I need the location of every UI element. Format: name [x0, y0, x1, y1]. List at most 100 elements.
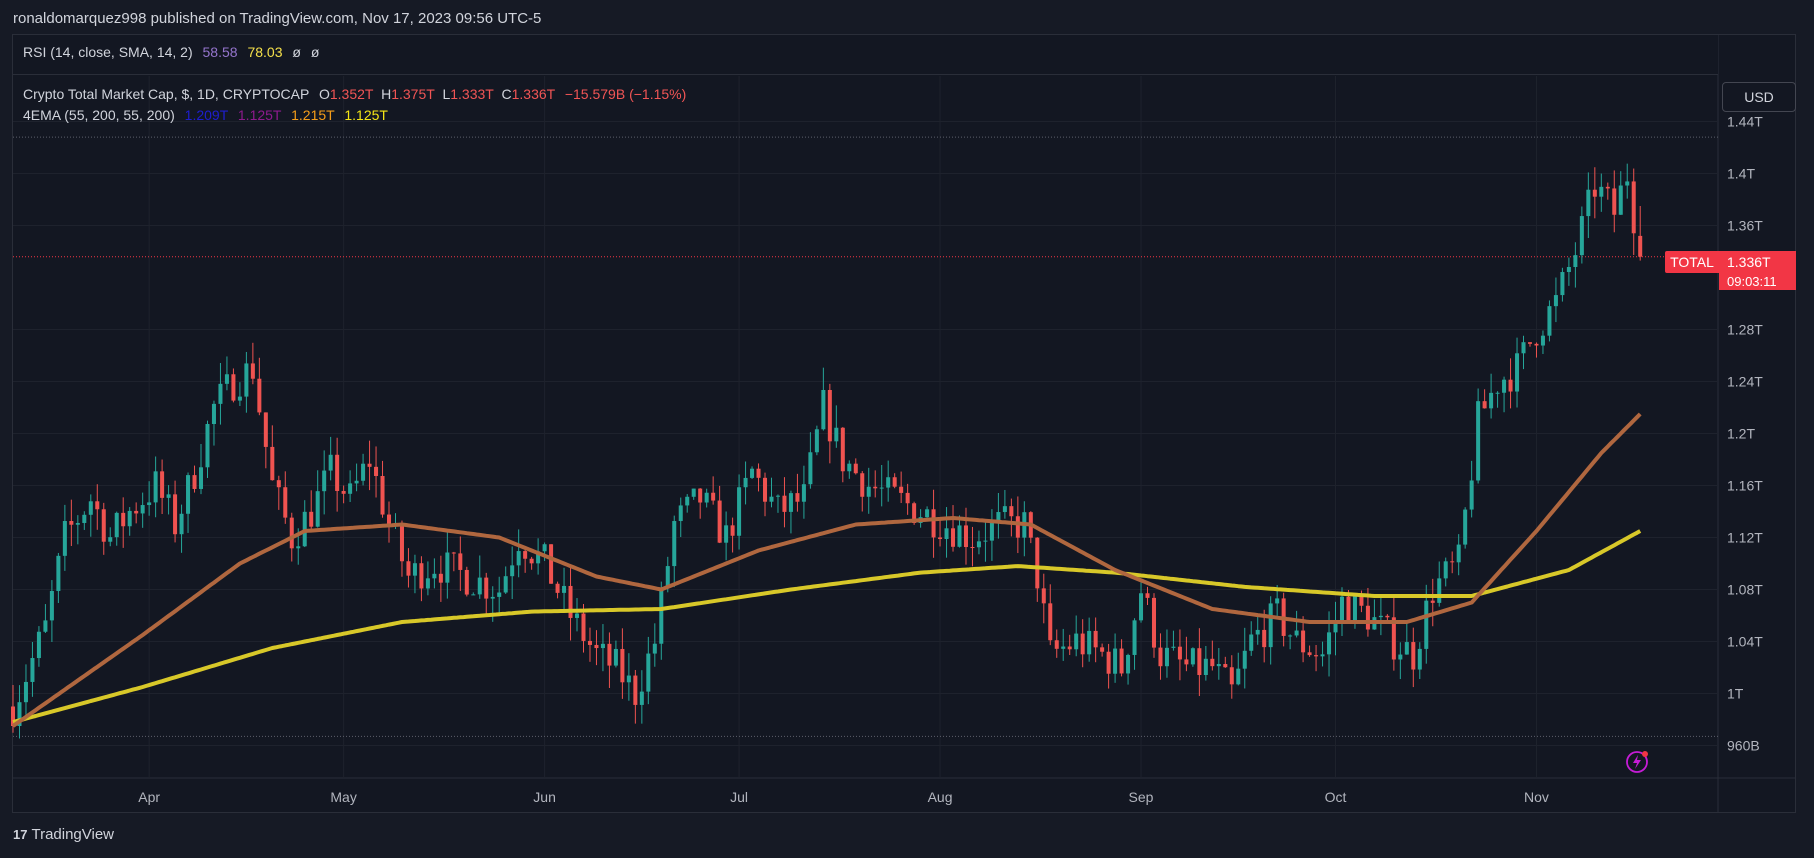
candle-body: [847, 463, 852, 472]
candle: [750, 466, 755, 479]
candle-body: [477, 577, 482, 595]
candle: [600, 624, 605, 672]
candle-body: [1560, 272, 1565, 296]
ema-lines: [11, 412, 1642, 728]
candle: [1527, 342, 1533, 347]
candle-body: [438, 573, 443, 583]
candle-body: [814, 429, 819, 453]
candle-body: [782, 495, 787, 512]
candle-body: [1333, 621, 1338, 633]
candle-body: [957, 525, 962, 547]
candle: [218, 362, 223, 425]
candle: [95, 484, 100, 530]
price-axis: 1.44T 1.4T 1.36T 1.28T 1.24T 1.2T 1.16T 1.12T 1.…: [1727, 114, 1763, 754]
candle: [309, 490, 314, 530]
candle: [173, 480, 178, 543]
candle-body: [1456, 544, 1461, 563]
candle: [1061, 628, 1066, 661]
candle: [730, 517, 735, 553]
candle-body: [1314, 655, 1319, 657]
candle-body: [348, 483, 353, 494]
x-tick-label: Jun: [533, 789, 556, 805]
tradingview-brand[interactable]: 17 TradingView: [13, 826, 114, 843]
candle-body: [250, 363, 255, 379]
candle-body: [1048, 603, 1053, 641]
candle: [1430, 578, 1435, 627]
candle-body: [678, 505, 683, 522]
candle: [1262, 609, 1267, 663]
candle-body: [1573, 255, 1578, 268]
candle-body: [1469, 480, 1474, 510]
candle-body: [1320, 654, 1325, 657]
candle: [140, 492, 145, 528]
candle-body: [542, 544, 547, 552]
candle-body: [1307, 652, 1312, 656]
candle: [1009, 498, 1014, 537]
candle-body: [1346, 596, 1351, 624]
candle-body: [464, 569, 469, 595]
candle-body: [1164, 647, 1169, 667]
symbol-legend[interactable]: Crypto Total Market Cap, $, 1D, CRYPTOCA…: [23, 86, 686, 102]
high-value: 1.375T: [391, 86, 435, 102]
candle: [866, 467, 871, 514]
rsi-legend[interactable]: RSI (14, close, SMA, 14, 2) 58.58 78.03 …: [23, 44, 319, 60]
candle-body: [166, 494, 171, 498]
candle-body: [873, 486, 878, 489]
candle-body: [49, 590, 54, 621]
ema-legend[interactable]: 4EMA (55, 200, 55, 200) 1.209T 1.125T 1.…: [23, 107, 388, 123]
candle: [970, 526, 975, 567]
candle: [1164, 629, 1169, 678]
candle: [989, 509, 994, 561]
candle: [847, 460, 852, 479]
candle: [30, 642, 35, 697]
candle-series: [10, 163, 1643, 739]
candle: [250, 342, 255, 385]
candle-body: [179, 513, 184, 535]
candle: [1456, 534, 1461, 576]
candle-body: [1132, 620, 1137, 655]
candle-body: [860, 473, 865, 497]
candle: [549, 544, 554, 584]
low-value: 1.333T: [450, 86, 494, 102]
candle: [1087, 617, 1092, 662]
rsi-pane[interactable]: RSI (14, close, SMA, 14, 2) 58.58 78.03 …: [13, 35, 1718, 75]
candle: [160, 459, 165, 514]
x-tick-label: May: [330, 789, 356, 805]
candle: [1113, 633, 1118, 683]
candle-body: [17, 702, 22, 726]
candle: [1151, 593, 1156, 658]
candle-body: [886, 477, 891, 488]
candle: [594, 630, 599, 666]
candle-body: [685, 496, 690, 506]
candle: [944, 507, 949, 558]
candle: [724, 511, 729, 561]
candle: [1249, 621, 1254, 656]
candle-body: [69, 520, 74, 525]
candle: [652, 623, 657, 667]
candle-body: [270, 446, 275, 481]
candle-body: [211, 403, 216, 425]
candle-body: [147, 502, 152, 506]
candle-body: [276, 480, 281, 488]
candle: [1080, 619, 1085, 668]
candle: [1631, 168, 1636, 255]
publish-info: ronaldomarquez998 published on TradingVi…: [13, 10, 542, 27]
candle-body: [1171, 646, 1176, 648]
candle: [1592, 167, 1597, 219]
candle-body: [562, 585, 567, 593]
candle-body: [309, 511, 314, 527]
candle-body: [1463, 509, 1468, 545]
candle: [1236, 652, 1241, 686]
lightning-icon[interactable]: [1625, 750, 1649, 774]
candle-body: [665, 566, 670, 588]
candle-body: [1534, 343, 1539, 346]
candle: [879, 464, 884, 507]
x-tick-label: Apr: [138, 789, 160, 805]
candle-body: [756, 468, 761, 478]
candle: [198, 443, 204, 495]
candle-body: [1268, 603, 1273, 648]
currency-button[interactable]: USD: [1722, 82, 1796, 112]
candle: [361, 453, 366, 486]
candle: [1093, 617, 1098, 663]
